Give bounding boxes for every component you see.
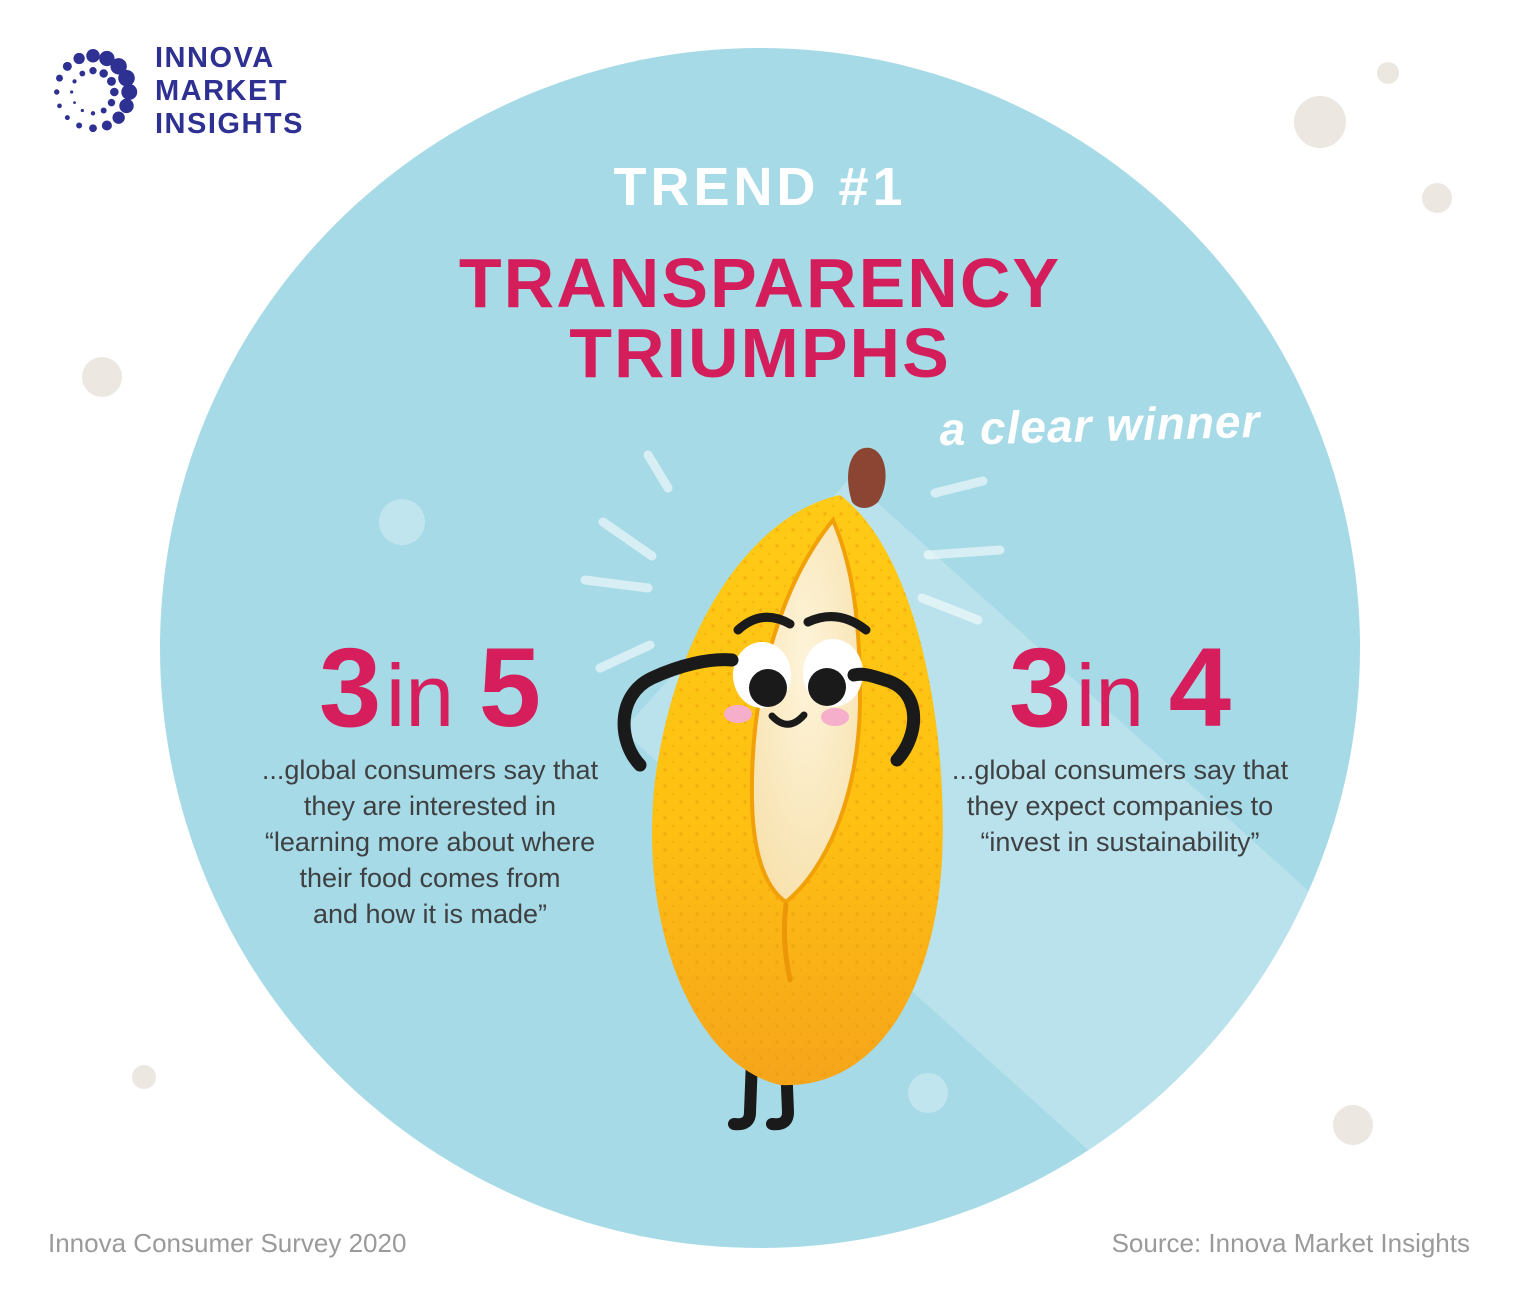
decor-dot [132,1065,156,1089]
stat-left-denominator: 5 [478,625,541,750]
stat-right-connector: in [1075,646,1145,745]
logo-line: MARKET [155,75,289,107]
footer-source-note: Source: Innova Market Insights [1111,1228,1470,1258]
title-line-2: TRIUMPHS [569,314,951,392]
right-eyebrow [803,612,871,635]
right-pupil [808,668,846,706]
stat-left-connector: in [385,646,455,745]
stat-right-description: ...global consumers say that they expect… [915,752,1325,860]
footer-survey-note: Innova Consumer Survey 2020 [48,1228,407,1258]
decor-dot [1422,183,1452,213]
dot-ring-logo-icon [54,48,138,132]
stat-left-ratio: 3 in 5 [230,632,630,746]
page-title: TRANSPARENCY TRIUMPHS [160,248,1360,388]
trend-label: TREND #1 [613,157,907,217]
stat-right-ratio: 3 in 4 [920,632,1320,746]
stat-right-line: ...global consumers say that [951,755,1289,785]
left-pupil [749,669,787,707]
left-eyebrow [733,612,795,635]
stat-right-line: “invest in sustainability” [980,827,1260,857]
logo-wordmark: INNOVA MARKET INSIGHTS [155,42,304,141]
stat-left-line: they are interested in [303,791,557,821]
banana-crease [781,902,793,983]
stat-right-numerator: 3 [1009,625,1072,750]
banana-character-illustration [580,447,1005,1131]
stat-right-line: they expect companies to [966,791,1274,821]
stat-left-numerator: 3 [319,625,382,750]
stat-left-line: and how it is made” [312,899,548,929]
stat-right-denominator: 4 [1168,625,1231,750]
decor-dot [1377,62,1399,84]
stat-left-description: ...global consumers say that they are in… [225,752,635,932]
banana-arms [617,653,921,772]
right-cheek [821,708,849,726]
banana-face [724,612,871,728]
banana-legs [728,1054,795,1131]
decor-dot [82,357,122,397]
decor-dot [1333,1105,1373,1145]
soft-highlight-dot [379,499,425,545]
soft-highlight-dot [908,1073,948,1113]
innova-logo: INNOVA MARKET INSIGHTS [45,42,304,141]
decor-dot [1294,96,1346,148]
logo-line: INSIGHTS [155,108,304,140]
banana-stem [848,447,886,508]
stat-left-line: ...global consumers say that [261,755,599,785]
shine-rays [580,450,1005,673]
stat-left-line: “learning more about where [264,827,596,857]
title-line-1: TRANSPARENCY [458,244,1062,322]
logo-line: INNOVA [155,42,275,74]
smile [768,711,808,728]
left-cheek [724,705,752,723]
stat-left-line: their food comes from [299,863,561,893]
